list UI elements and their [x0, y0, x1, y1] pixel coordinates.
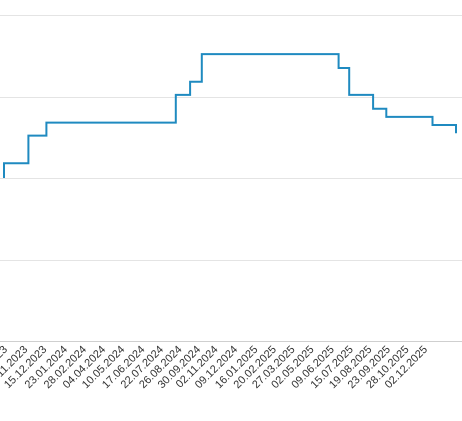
series-group	[3, 53, 457, 178]
x-axis: 02.10.202309.11.202315.12.202323.01.2024…	[0, 344, 430, 391]
grid-lines	[0, 15, 462, 342]
series-line	[3, 53, 457, 178]
